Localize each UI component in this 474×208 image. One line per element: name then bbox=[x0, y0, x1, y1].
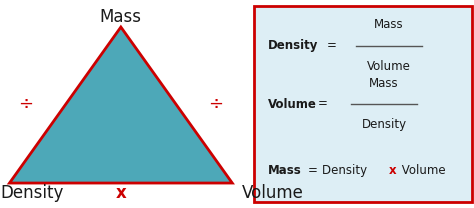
Text: =: = bbox=[327, 39, 337, 52]
Text: =: = bbox=[318, 98, 328, 110]
Text: Volume: Volume bbox=[398, 164, 446, 177]
Text: Density: Density bbox=[0, 184, 64, 202]
Text: Density: Density bbox=[322, 164, 371, 177]
Text: Volume: Volume bbox=[242, 184, 304, 202]
Text: Density: Density bbox=[268, 39, 318, 52]
Text: ÷: ÷ bbox=[18, 95, 34, 113]
Polygon shape bbox=[9, 27, 232, 183]
FancyBboxPatch shape bbox=[254, 6, 472, 202]
Text: =: = bbox=[308, 164, 318, 177]
Text: Mass: Mass bbox=[369, 77, 399, 90]
Text: Volume: Volume bbox=[367, 60, 410, 73]
Text: Volume: Volume bbox=[268, 98, 317, 110]
Text: ÷: ÷ bbox=[208, 95, 223, 113]
Text: Density: Density bbox=[361, 118, 407, 131]
Text: Mass: Mass bbox=[374, 19, 403, 31]
Text: Mass: Mass bbox=[100, 8, 142, 26]
Text: Mass: Mass bbox=[268, 164, 301, 177]
Text: x: x bbox=[389, 164, 396, 177]
Text: x: x bbox=[116, 184, 126, 202]
